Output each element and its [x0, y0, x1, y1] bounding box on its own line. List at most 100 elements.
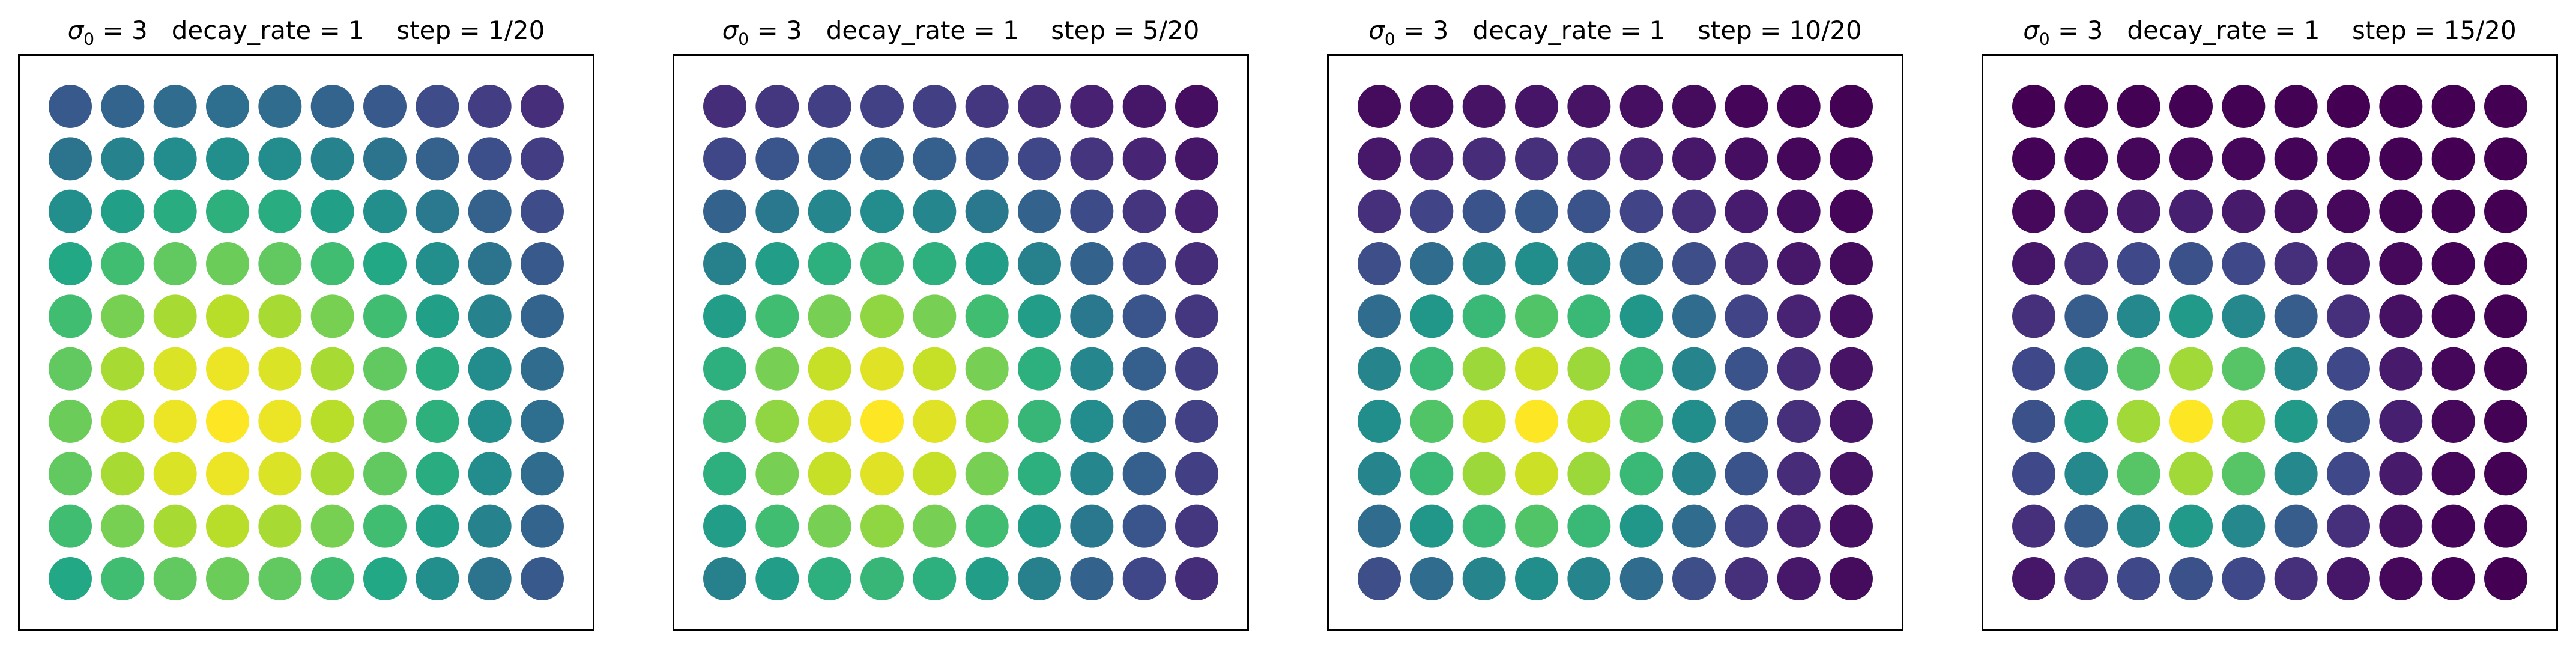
grid-dot: [808, 452, 851, 496]
grid-dot: [101, 137, 145, 181]
grid-dot: [49, 189, 92, 233]
grid-dot: [2484, 347, 2527, 391]
grid-dot: [2327, 347, 2370, 391]
grid-dot: [1515, 347, 1558, 391]
grid-dot: [2484, 137, 2527, 181]
grid-dot: [2117, 242, 2160, 285]
grid-dot: [153, 294, 197, 338]
grid-dot: [2431, 242, 2475, 285]
grid-dot: [2222, 137, 2266, 181]
grid-dot: [703, 400, 746, 443]
grid-dot: [808, 504, 851, 548]
grid-dot: [1672, 347, 1716, 391]
grid-dot: [2379, 137, 2423, 181]
grid-dot: [1070, 137, 1114, 181]
grid-dot: [2431, 85, 2475, 128]
grid-dot: [521, 347, 564, 391]
grid-dot: [913, 504, 957, 548]
panel-title: σ0 = 3 decay_rate = 1 step = 15/20: [1982, 16, 2558, 49]
grid-dot: [416, 504, 459, 548]
grid-dot: [1567, 137, 1611, 181]
grid-dot: [1725, 189, 1768, 233]
grid-dot: [521, 242, 564, 285]
grid-dot: [1725, 85, 1768, 128]
grid-dot: [2274, 137, 2318, 181]
grid-dot: [206, 400, 249, 443]
grid-dot: [1672, 557, 1716, 600]
grid-dot: [468, 452, 512, 496]
grid-dot: [860, 557, 904, 600]
step-label: step = 5/20: [1051, 16, 1200, 45]
grid-dot: [1358, 557, 1401, 600]
grid-dot: [2274, 347, 2318, 391]
grid-dot: [1672, 242, 1716, 285]
grid-dot: [2012, 85, 2055, 128]
grid-dot: [1462, 189, 1506, 233]
grid-dot: [1122, 137, 1166, 181]
grid-dot: [1777, 85, 1821, 128]
grid-dot: [1619, 189, 1663, 233]
grid-dot: [1070, 452, 1114, 496]
grid-dot: [1358, 85, 1401, 128]
grid-dot: [2012, 189, 2055, 233]
grid-dot: [965, 504, 1009, 548]
grid-dot: [1672, 400, 1716, 443]
grid-dot: [1619, 557, 1663, 600]
grid-dot: [1777, 557, 1821, 600]
grid-dot: [468, 137, 512, 181]
grid-dot: [2169, 504, 2213, 548]
grid-dot: [258, 400, 302, 443]
grid-dot: [965, 189, 1009, 233]
grid-dot: [2012, 452, 2055, 496]
grid-dot: [310, 504, 354, 548]
grid-dot: [1515, 294, 1558, 338]
grid-dot: [1567, 242, 1611, 285]
grid-dot: [49, 347, 92, 391]
grid-dot: [521, 137, 564, 181]
grid-dot: [49, 452, 92, 496]
grid-dot: [153, 504, 197, 548]
grid-dot: [206, 504, 249, 548]
grid-dot: [1358, 400, 1401, 443]
grid-dot: [468, 504, 512, 548]
grid-dot: [363, 294, 407, 338]
grid-dot: [703, 452, 746, 496]
grid-dot: [1018, 452, 1061, 496]
sigma-subscript: 0: [1384, 29, 1395, 49]
grid-dot: [808, 85, 851, 128]
grid-dot: [913, 242, 957, 285]
grid-dot: [153, 189, 197, 233]
grid-dot: [965, 347, 1009, 391]
grid-dot: [2274, 294, 2318, 338]
grid-dot: [416, 242, 459, 285]
grid-dot: [2064, 347, 2108, 391]
grid-dot: [1830, 189, 1873, 233]
grid-dot: [755, 557, 799, 600]
grid-dot: [258, 557, 302, 600]
grid-dot: [468, 400, 512, 443]
grid-dot: [2327, 189, 2370, 233]
grid-dot: [860, 137, 904, 181]
grid-dot: [1619, 400, 1663, 443]
grid-dot: [1777, 137, 1821, 181]
grid-dot: [206, 347, 249, 391]
grid-dot: [258, 294, 302, 338]
grid-dot: [2431, 400, 2475, 443]
grid-dot: [416, 137, 459, 181]
grid-dot: [755, 294, 799, 338]
grid-dot: [755, 504, 799, 548]
grid-dot: [1830, 242, 1873, 285]
decay-rate-label: decay_rate = 1: [826, 16, 1019, 45]
grid-dot: [1410, 242, 1454, 285]
grid-dot: [2274, 400, 2318, 443]
grid-dot: [1018, 85, 1061, 128]
grid-dot: [1070, 189, 1114, 233]
grid-dot: [703, 85, 746, 128]
grid-dot: [2117, 347, 2160, 391]
grid-dot: [101, 347, 145, 391]
grid-dot: [153, 347, 197, 391]
grid-dot: [2222, 504, 2266, 548]
grid-dot: [1070, 347, 1114, 391]
sigma-subscript: 0: [2039, 29, 2050, 49]
grid-dot: [1462, 557, 1506, 600]
